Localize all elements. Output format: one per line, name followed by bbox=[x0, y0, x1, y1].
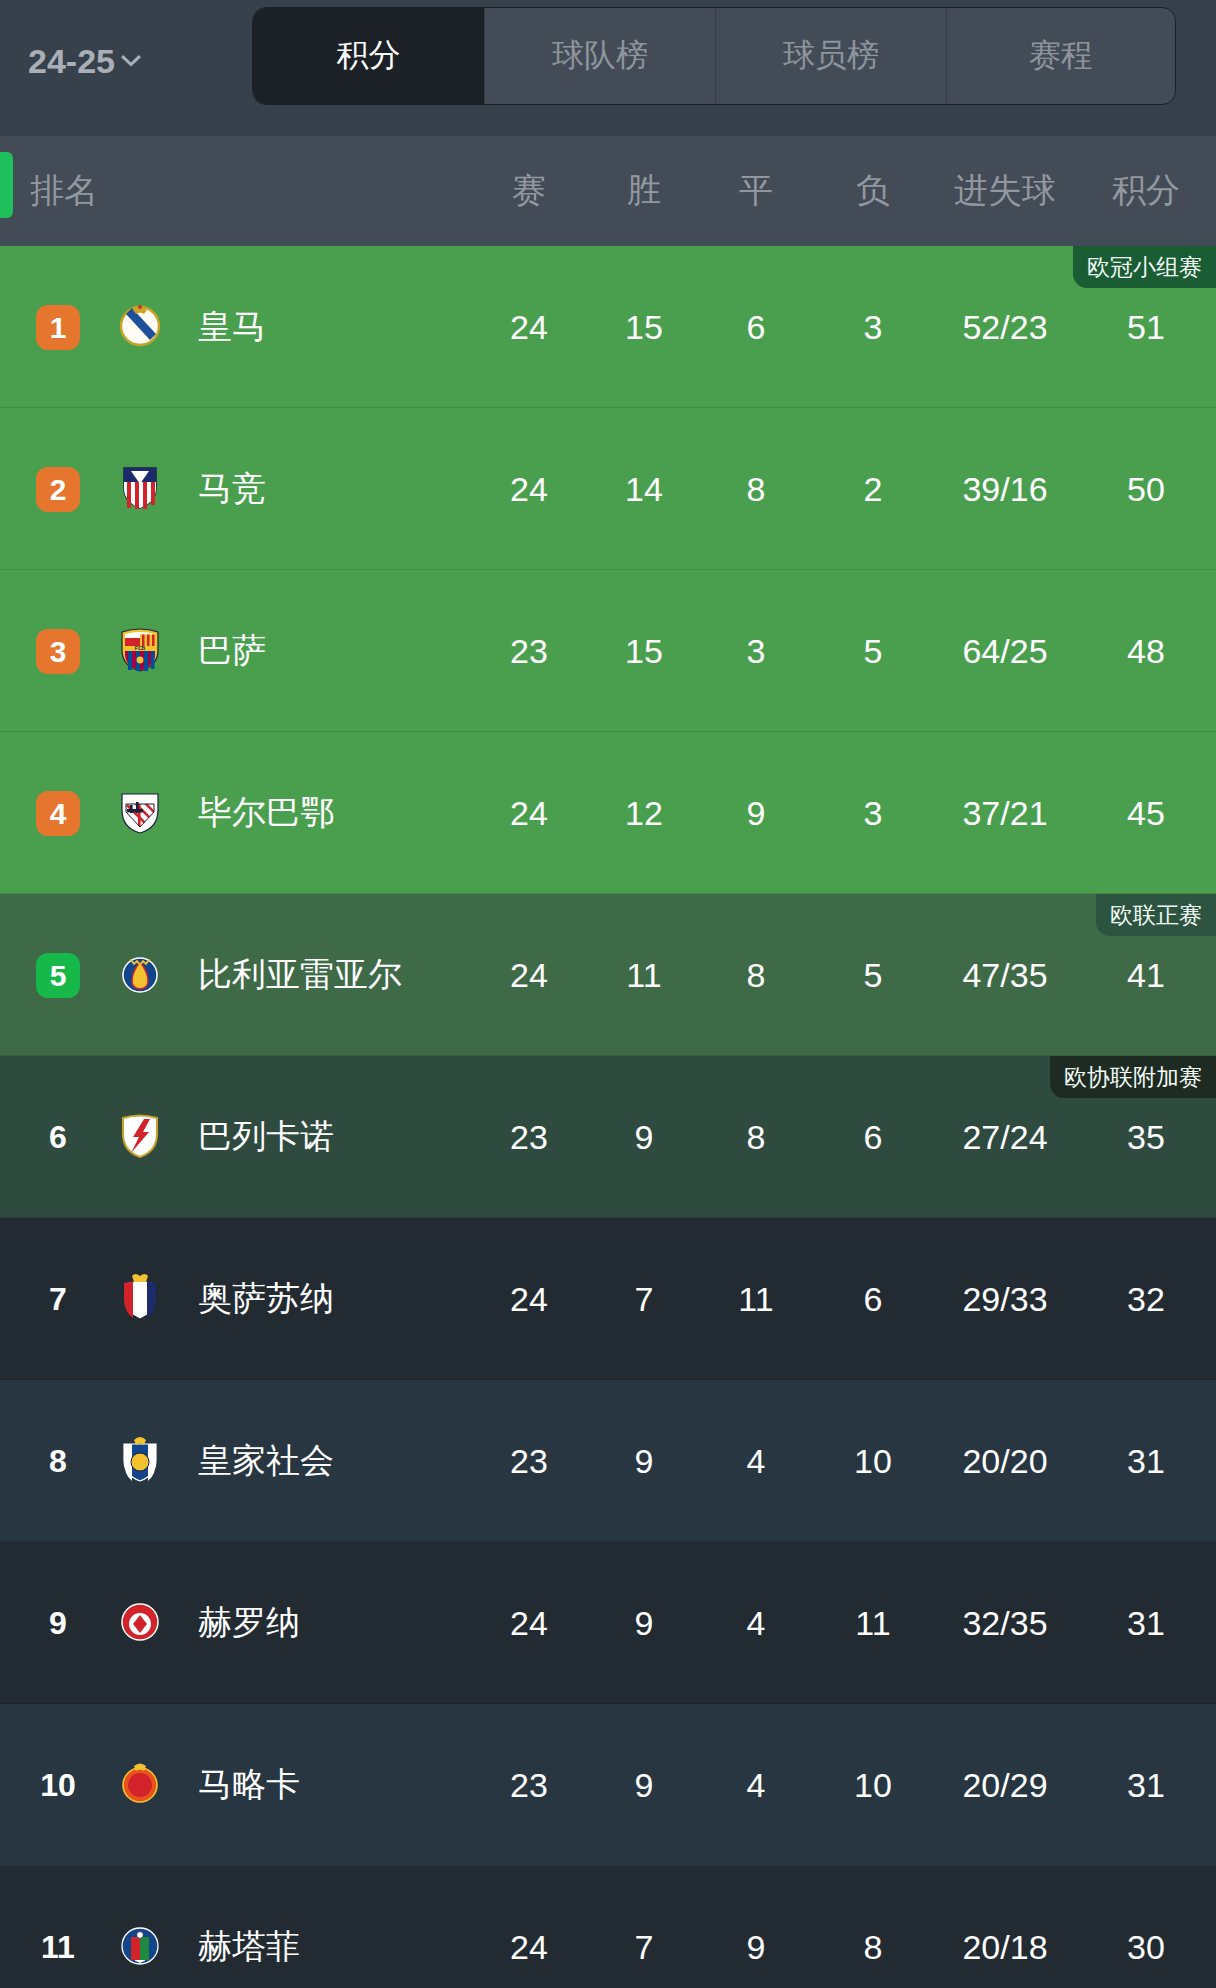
svg-text:FCB: FCB bbox=[135, 645, 146, 651]
